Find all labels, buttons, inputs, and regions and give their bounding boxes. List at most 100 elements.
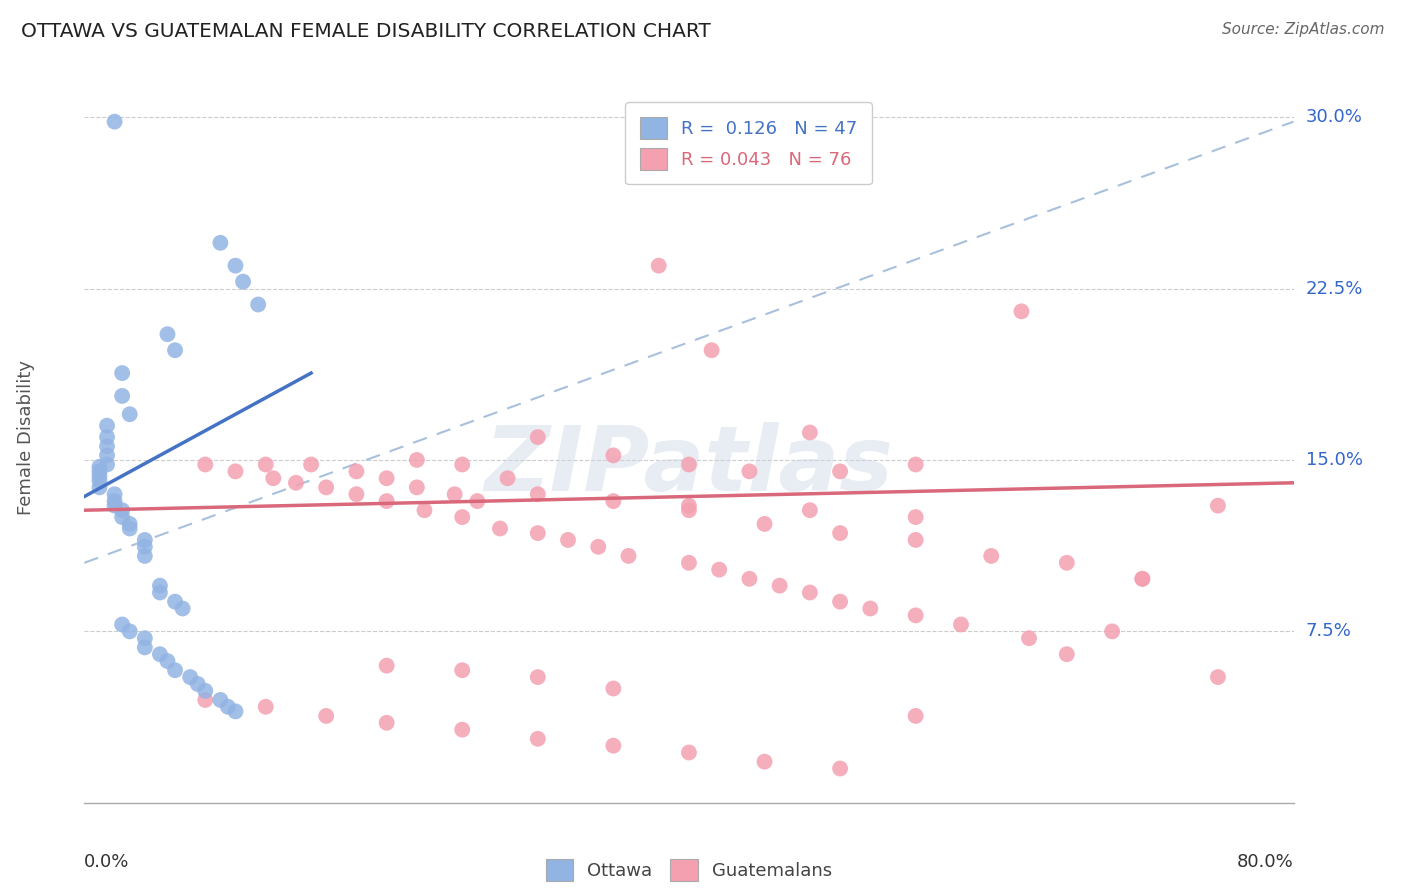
Point bbox=[527, 487, 550, 501]
Point bbox=[225, 464, 247, 478]
Point bbox=[738, 464, 761, 478]
Text: 30.0%: 30.0% bbox=[1306, 108, 1362, 126]
Point bbox=[89, 474, 111, 488]
Text: 7.5%: 7.5% bbox=[1306, 623, 1351, 640]
Point bbox=[406, 480, 429, 494]
Point bbox=[315, 480, 337, 494]
Point bbox=[118, 516, 141, 531]
Point bbox=[451, 663, 474, 677]
Point bbox=[799, 585, 821, 599]
Text: 22.5%: 22.5% bbox=[1306, 279, 1362, 298]
Point bbox=[262, 471, 284, 485]
Point bbox=[104, 487, 127, 501]
Point bbox=[118, 521, 141, 535]
Point bbox=[194, 693, 217, 707]
Text: Female Disability: Female Disability bbox=[17, 359, 35, 515]
Point bbox=[602, 449, 624, 463]
Point bbox=[904, 709, 927, 723]
Point bbox=[859, 601, 882, 615]
Point bbox=[111, 510, 134, 524]
Point bbox=[172, 601, 194, 615]
Point bbox=[149, 647, 172, 661]
Point bbox=[111, 389, 134, 403]
Point bbox=[165, 663, 187, 677]
Point bbox=[96, 458, 118, 472]
Point bbox=[602, 494, 624, 508]
Point bbox=[769, 579, 792, 593]
Point bbox=[754, 755, 776, 769]
Point bbox=[96, 430, 118, 444]
Point bbox=[602, 739, 624, 753]
Point bbox=[1101, 624, 1123, 639]
Point bbox=[799, 503, 821, 517]
Point bbox=[678, 746, 700, 760]
Point bbox=[104, 114, 127, 128]
Point bbox=[678, 499, 700, 513]
Point bbox=[830, 762, 852, 776]
Point bbox=[165, 343, 187, 358]
Point bbox=[225, 259, 247, 273]
Point bbox=[588, 540, 610, 554]
Point bbox=[754, 516, 776, 531]
Point bbox=[451, 723, 474, 737]
Point bbox=[149, 585, 172, 599]
Point bbox=[1130, 572, 1153, 586]
Point bbox=[648, 259, 671, 273]
Point bbox=[527, 670, 550, 684]
Point bbox=[149, 579, 172, 593]
Point bbox=[89, 464, 111, 478]
Point bbox=[1011, 304, 1033, 318]
Legend: Ottawa, Guatemalans: Ottawa, Guatemalans bbox=[538, 852, 839, 888]
Text: 80.0%: 80.0% bbox=[1237, 853, 1294, 871]
Point bbox=[678, 556, 700, 570]
Point bbox=[709, 563, 731, 577]
Point bbox=[1056, 647, 1078, 661]
Point bbox=[134, 549, 156, 563]
Point bbox=[527, 526, 550, 541]
Point bbox=[527, 430, 550, 444]
Text: 0.0%: 0.0% bbox=[84, 853, 129, 871]
Point bbox=[375, 658, 398, 673]
Point bbox=[89, 469, 111, 483]
Point bbox=[1018, 632, 1040, 646]
Point bbox=[738, 572, 761, 586]
Point bbox=[134, 632, 156, 646]
Text: OTTAWA VS GUATEMALAN FEMALE DISABILITY CORRELATION CHART: OTTAWA VS GUATEMALAN FEMALE DISABILITY C… bbox=[21, 22, 711, 41]
Point bbox=[700, 343, 723, 358]
Point bbox=[489, 521, 512, 535]
Point bbox=[315, 709, 337, 723]
Point bbox=[451, 510, 474, 524]
Point bbox=[179, 670, 201, 684]
Point bbox=[904, 510, 927, 524]
Point bbox=[830, 595, 852, 609]
Point bbox=[111, 617, 134, 632]
Point bbox=[980, 549, 1002, 563]
Point bbox=[496, 471, 519, 485]
Point bbox=[904, 608, 927, 623]
Point bbox=[156, 654, 179, 668]
Text: 15.0%: 15.0% bbox=[1306, 451, 1362, 469]
Point bbox=[209, 235, 232, 250]
Point bbox=[247, 297, 270, 311]
Point bbox=[134, 533, 156, 547]
Point bbox=[346, 487, 368, 501]
Point bbox=[217, 699, 239, 714]
Point bbox=[111, 503, 134, 517]
Point bbox=[678, 503, 700, 517]
Point bbox=[104, 499, 127, 513]
Point bbox=[111, 366, 134, 380]
Point bbox=[557, 533, 579, 547]
Point bbox=[375, 494, 398, 508]
Point bbox=[156, 327, 179, 342]
Point bbox=[118, 407, 141, 421]
Point bbox=[346, 464, 368, 478]
Point bbox=[904, 458, 927, 472]
Point bbox=[96, 418, 118, 433]
Point bbox=[187, 677, 209, 691]
Point bbox=[165, 595, 187, 609]
Point bbox=[1056, 556, 1078, 570]
Point bbox=[950, 617, 973, 632]
Point bbox=[89, 480, 111, 494]
Point bbox=[285, 475, 308, 490]
Point bbox=[232, 275, 254, 289]
